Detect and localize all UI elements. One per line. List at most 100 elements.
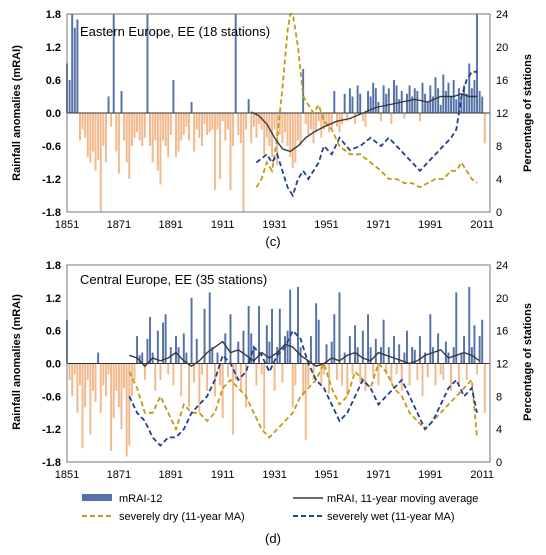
mrai-bar — [351, 363, 354, 375]
mrai-bar — [359, 363, 362, 383]
mrai-bar — [255, 363, 258, 386]
y-tick-label: -0.6 — [42, 391, 61, 403]
mrai-bar — [172, 80, 175, 113]
mrai-bar — [112, 14, 115, 113]
mrai-bar — [346, 363, 349, 397]
x-tick-label: 1951 — [314, 469, 338, 481]
mrai-bar — [364, 363, 367, 391]
mrai-bar — [146, 338, 149, 364]
mrai-bar — [278, 113, 281, 135]
mrai-bar — [195, 113, 198, 130]
x-tick-label: 1951 — [314, 219, 338, 231]
mrai-bar — [281, 113, 284, 144]
moving-average-line — [129, 340, 481, 368]
mrai-bar — [382, 319, 385, 364]
y2-tick-label: 16 — [496, 326, 508, 338]
mrai-bar — [84, 113, 87, 138]
mrai-bar — [426, 102, 429, 113]
mrai-bar — [97, 113, 100, 160]
x-tick-label: 1871 — [107, 219, 131, 231]
mrai-bar — [372, 82, 375, 113]
y2-tick-label: 4 — [496, 174, 502, 186]
mrai-bar — [234, 363, 237, 380]
legend: mRAI-12 mRAI, 11-year moving average sev… — [82, 493, 478, 523]
mrai-bar — [149, 316, 152, 364]
mrai-bar — [180, 363, 183, 397]
legend-label-moving-avg: mRAI, 11-year moving average — [327, 493, 478, 505]
mrai-bar — [89, 113, 92, 163]
x-tick-label: 1971 — [366, 469, 390, 481]
mrai-bar — [159, 363, 162, 380]
mrai-bar — [418, 336, 421, 364]
mrai-bar — [229, 113, 232, 190]
y-tick-label: -1.8 — [42, 207, 61, 219]
y-tick-label: 0.6 — [46, 326, 61, 338]
mrai-bar — [175, 113, 177, 157]
mrai-bar — [317, 113, 320, 122]
mrai-bar — [167, 363, 170, 375]
mrai-bar — [463, 85, 466, 113]
y-tick-label: -1.2 — [42, 174, 61, 186]
mrai-bar — [221, 113, 224, 122]
mrai-bar — [312, 363, 315, 380]
y-tick-label: 1.8 — [46, 9, 61, 21]
mrai-bar — [437, 333, 440, 364]
mrai-bar — [455, 292, 458, 364]
mrai-bar — [348, 336, 351, 364]
mrai-bar — [289, 113, 292, 157]
mrai-bar — [476, 363, 478, 375]
mrai-bar — [367, 314, 370, 364]
mrai-bar — [123, 113, 126, 141]
mrai-bar — [271, 113, 273, 157]
mrai-bar — [481, 96, 484, 113]
mrai-bar — [395, 363, 398, 375]
mrai-bar — [408, 85, 411, 113]
mrai-bar — [380, 347, 382, 364]
mrai-bar — [442, 74, 445, 113]
mrai-bar — [478, 336, 481, 364]
mrai-bar — [229, 314, 232, 364]
mrai-bar — [304, 363, 307, 441]
mrai-bar — [188, 363, 190, 408]
mrai-bar — [169, 347, 172, 364]
mrai-bar — [356, 347, 359, 364]
mrai-bar — [172, 363, 175, 386]
y2-tick-label: 20 — [496, 293, 508, 305]
mrai-bar — [351, 96, 354, 113]
mrai-bar — [71, 14, 74, 113]
plot-area: 1.8 1.2 0.6 0.0 -0.6 -1.2 -1.8 24 20 16 12 8 4 0 1851 1… — [42, 260, 508, 481]
mrai-bar — [263, 363, 266, 430]
y-tick-label: 0.6 — [46, 75, 61, 87]
mrai-bar — [81, 363, 84, 449]
mrai-bar — [411, 96, 414, 113]
mrai-bar — [190, 102, 193, 113]
mrai-bar — [265, 325, 268, 364]
mrai-bar — [421, 82, 424, 113]
mrai-bar — [390, 363, 393, 383]
mrai-bar — [180, 113, 183, 141]
mrai-bar — [141, 352, 144, 364]
mrai-bar — [211, 113, 214, 130]
mrai-bar — [367, 91, 370, 113]
mrai-bar — [465, 363, 468, 380]
mrai-bar — [138, 355, 141, 364]
mrai-bar — [387, 347, 390, 364]
mrai-bar — [128, 363, 131, 446]
severely-wet-line — [128, 329, 478, 447]
mrai-bar — [110, 363, 113, 452]
mrai-bar — [252, 347, 255, 364]
mrai-bar — [330, 341, 333, 364]
y2-tick-label: 20 — [496, 42, 508, 54]
mrai-bar — [325, 113, 328, 124]
mrai-bar — [208, 292, 211, 364]
y-axis-label: Rainfall anomalies (mRAI) — [11, 45, 23, 181]
mrai-bar — [385, 93, 388, 113]
mrai-bar — [325, 344, 328, 364]
x-tick-label: 2011 — [470, 219, 494, 231]
mrai-bar — [159, 113, 162, 185]
mrai-bar — [245, 363, 248, 408]
mrai-bar — [457, 88, 460, 113]
mrai-bar — [213, 113, 216, 190]
mrai-bar — [169, 113, 172, 135]
panel-label: (c) — [265, 234, 280, 249]
